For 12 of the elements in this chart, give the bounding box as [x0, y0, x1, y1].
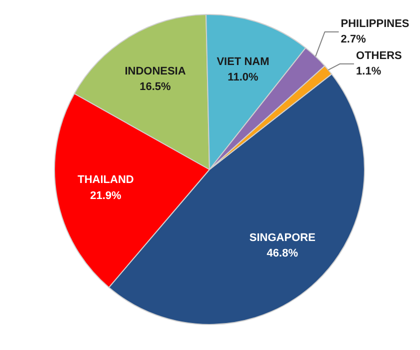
data-label: 2.7%	[340, 34, 366, 46]
slice-label: THAILAND	[78, 174, 134, 186]
slice-label: VIET NAM	[216, 56, 270, 68]
data-label: 1.1%	[356, 66, 382, 78]
slice-label: SINGAPORE	[249, 232, 316, 244]
slice-label: OTHERS	[356, 50, 402, 62]
data-label: 46.8%	[266, 247, 298, 260]
data-label: 16.5%	[140, 80, 172, 93]
data-label: 11.0%	[228, 71, 258, 84]
slice-label: PHILIPPINES	[340, 18, 410, 30]
data-label: 21.9%	[90, 190, 122, 202]
slice-label: INDONESIA	[124, 65, 186, 78]
